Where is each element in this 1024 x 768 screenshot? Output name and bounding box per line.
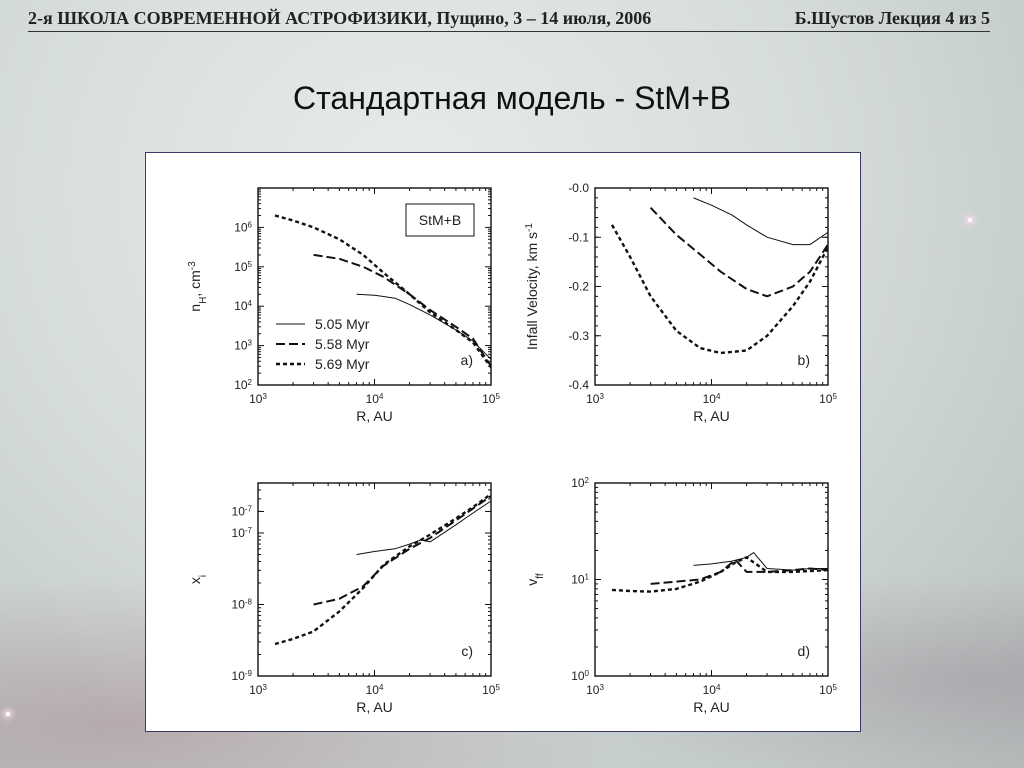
y-tick-label: 102 [571,476,589,491]
y-tick-label: 106 [234,220,252,235]
x-tick-label: 103 [249,683,267,698]
y-tick-label: -0.3 [568,329,589,343]
plot-frame [257,482,492,677]
x-axis-label: R, AU [356,408,393,424]
header-school-info: 2-я ШКОЛА СОВРЕМЕННОЙ АСТРОФИЗИКИ, Пущин… [28,8,652,28]
chart-4: 103 104 105 100 101 102 R, AU vff d) [524,476,837,716]
panel-label: d) [798,643,810,659]
model-label-box [405,203,475,237]
x-tick-label: 104 [703,683,721,698]
panel-label: a) [461,352,473,368]
x-tick-label: 103 [586,683,604,698]
y-axis-label: Infall Velocity, km s-1 [524,223,541,350]
panel-label: c) [461,643,473,659]
y-tick-label: 101 [571,572,589,587]
slide-header: 2-я ШКОЛА СОВРЕМЕННОЙ АСТРОФИЗИКИ, Пущин… [28,8,990,32]
background-star [6,712,10,716]
chart-3: 103 104 105 10-9 10-8 10-7 10-7 R, AU xi c) [187,482,500,715]
legend-label: 5.58 Myr [315,336,370,352]
y-tick-label: 100 [571,669,589,684]
panel-label: b) [798,352,810,368]
model-label-text: StM+B [419,212,461,228]
x-tick-label: 105 [482,683,500,698]
x-axis-label: R, AU [693,408,730,424]
y-tick-label: -0.0 [568,181,589,195]
y-tick-label: -0.2 [568,280,589,294]
plot-frame [594,482,829,677]
series-line [274,214,492,369]
x-tick-label: 105 [819,392,837,407]
series-line [693,197,829,246]
series-line [650,558,829,585]
header-lecture-info: Б.Шустов Лекция 4 из 5 [794,8,990,28]
y-axis-label: vff [524,573,546,586]
x-tick-label: 104 [366,392,384,407]
series-line [313,253,492,367]
legend-label: 5.69 Myr [315,356,370,372]
series-line [611,556,829,593]
series-line [693,552,828,571]
y-tick-label: 102 [234,378,252,393]
y-tick-label: 10-7 [232,525,253,540]
y-tick-label: 10-7 [232,504,253,518]
x-tick-label: 105 [819,683,837,698]
x-axis-label: R, AU [356,699,393,715]
y-tick-label: -0.1 [568,230,589,244]
y-tick-label: 105 [234,259,252,274]
header-divider [28,31,990,32]
x-tick-label: 104 [366,683,384,698]
figure-panel: 103 104 105 102 103 104 105 106 R, AU nH, cm-3 a) S… [145,152,861,732]
y-tick-label: 10-9 [232,669,253,684]
chart-2: 103 104 105 -0.0 -0.1 -0.2 -0.3 -0.4 R, AU Infall… [524,181,838,424]
series-line [274,493,492,646]
series-line [610,224,830,355]
x-axis-label: R, AU [693,699,730,715]
series-line [649,207,829,298]
legend-label: 5.05 Myr [315,316,370,332]
background-star [968,218,972,222]
x-tick-label: 103 [586,392,604,407]
x-tick-label: 105 [482,392,500,407]
y-tick-label: 104 [234,299,252,314]
x-tick-label: 104 [703,392,721,407]
x-tick-label: 103 [249,392,267,407]
slide-title: Стандартная модель - StM+B [293,80,731,116]
y-tick-label: 103 [234,338,252,353]
y-tick-label: -0.4 [568,378,589,392]
y-axis-label: xi [187,575,209,584]
y-tick-label: 10-8 [232,597,253,612]
y-axis-label: nH, cm-3 [187,261,209,312]
